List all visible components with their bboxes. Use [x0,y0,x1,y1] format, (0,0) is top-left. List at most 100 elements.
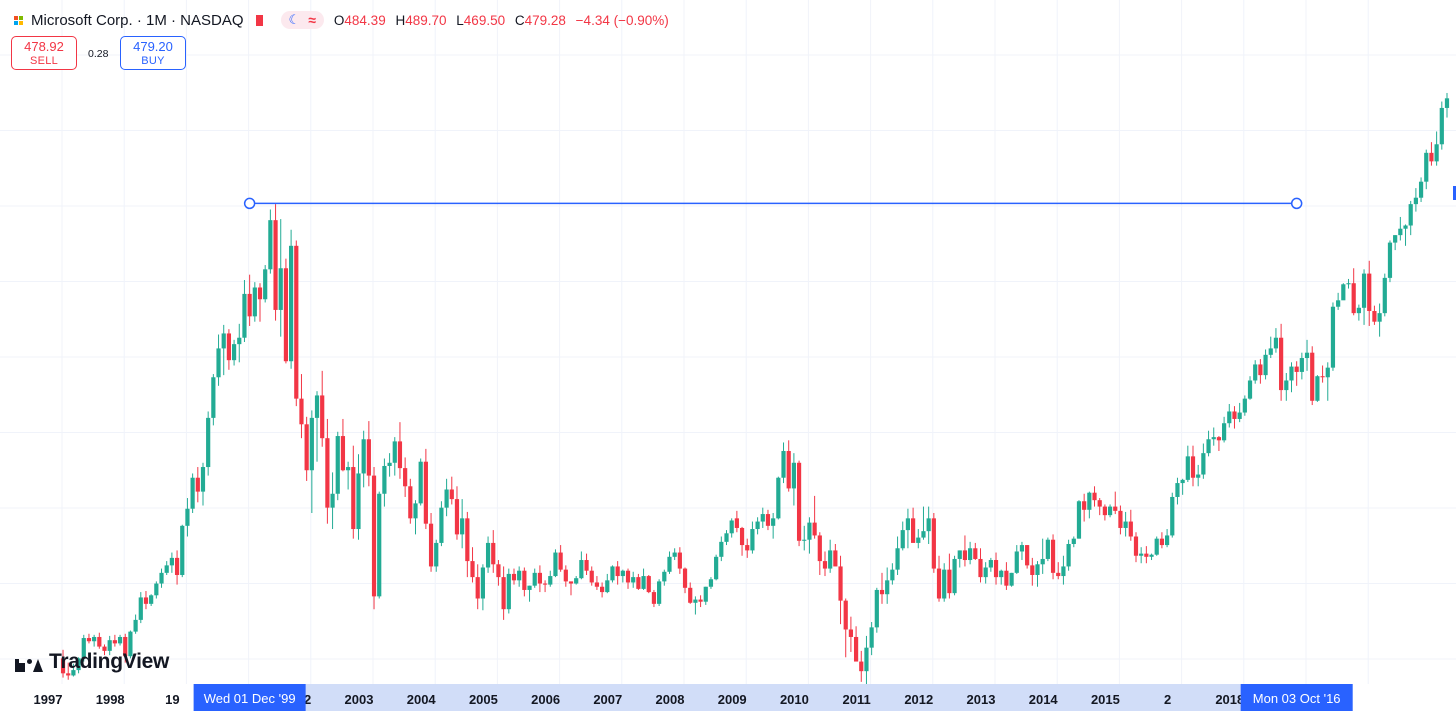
candle-body [605,580,610,593]
candle-body [485,542,491,568]
flag-icon[interactable] [255,14,269,26]
candle-body [143,597,149,604]
candle-body [366,439,371,476]
candle-body [1351,283,1356,314]
x-tick-label: 2007 [593,692,622,707]
candle-body [812,522,817,536]
candle-body [221,333,226,349]
candle-body [636,577,641,589]
x-tick-label: 2014 [1029,692,1059,707]
candle-body [625,570,631,583]
market-status-pill[interactable]: ☾ ≈ [280,11,324,29]
candle-body [724,533,729,542]
candle-body [491,542,496,565]
candle-body [107,640,112,651]
candle-body [672,552,677,557]
candle-body [1232,411,1237,419]
candle-body [926,518,931,532]
candle-body [1346,283,1351,285]
candle-body [1284,380,1289,391]
candle-body [1118,510,1123,528]
buy-button[interactable]: 479.20 BUY [120,36,186,70]
candle-body [149,595,154,604]
candle-body [76,658,81,671]
date-label-text: Mon 03 Oct '16 [1253,691,1341,706]
candle-body [283,268,289,362]
candle-body [263,269,268,300]
candle-body [890,569,895,581]
x-tick-label: 2005 [469,692,498,707]
candle-body [1056,572,1061,577]
candle-body [869,627,874,648]
candle-body [1310,352,1315,401]
candle-body [584,560,589,571]
candle-body [973,548,978,559]
x-tick-label: 2018 [1215,692,1244,707]
x-tick-label: 2015 [1091,692,1120,707]
candle-body [1154,538,1159,555]
candle-body [517,570,522,581]
candle-body [1175,483,1180,497]
candle-body [460,518,465,535]
candle-body [314,395,320,418]
candle-body [765,514,771,526]
wave-icon: ≈ [308,12,316,28]
candle-body [371,475,377,597]
candle-body [164,565,169,573]
candle-body [423,461,428,524]
candle-body [1025,545,1030,566]
candle-body [1009,572,1014,586]
candle-body [211,377,216,418]
spread-value: 0.28 [88,48,109,60]
candle-body [444,489,449,508]
candle-body [796,462,802,541]
candle-body [983,567,988,578]
candle-body [957,550,962,559]
line-anchor-end[interactable] [1290,197,1303,210]
candle-body [1035,564,1040,575]
candle-body [397,441,403,469]
candle-body [978,558,983,578]
candle-body [781,451,786,478]
candle-body [1045,539,1050,559]
candle-body [874,589,879,628]
candle-body [574,578,579,584]
sell-button[interactable]: 478.92 SELL [11,36,77,70]
tradingview-logo[interactable]: TradingView [15,650,169,674]
candle-body [1408,204,1413,226]
candle-body [771,518,776,526]
line-anchor-start[interactable] [243,197,256,210]
symbol-title[interactable]: Microsoft Corp. · 1M · NASDAQ [31,11,244,29]
candle-body [1372,311,1377,322]
candle-body [1336,300,1341,307]
candle-body [470,561,475,578]
candle-body [662,571,667,582]
candle-body [1050,539,1056,573]
tradingview-logo-icon [15,652,43,672]
candle-body [1330,306,1336,368]
candle-body [615,566,620,577]
candle-body [1076,501,1082,539]
date-label-box [1240,684,1353,711]
candle-body [776,477,781,519]
candle-body [480,567,485,599]
candle-body [942,569,947,599]
candle-body [952,558,957,594]
candle-body [1180,479,1185,484]
candle-body [278,268,283,310]
candle-body [1382,277,1387,314]
x-tick-label: 2011 [842,692,870,707]
candle-body [325,438,330,508]
candle-body [346,467,351,471]
sell-price: 478.92 [24,39,64,54]
candle-body [1201,453,1206,475]
candle-body [1196,474,1201,478]
candle-body [1434,144,1439,162]
candle-body [522,570,527,590]
candle-body [1128,521,1133,537]
candle-body [1170,496,1175,536]
candle-body [97,636,102,647]
candle-body [921,531,926,538]
candle-body [1066,543,1071,567]
